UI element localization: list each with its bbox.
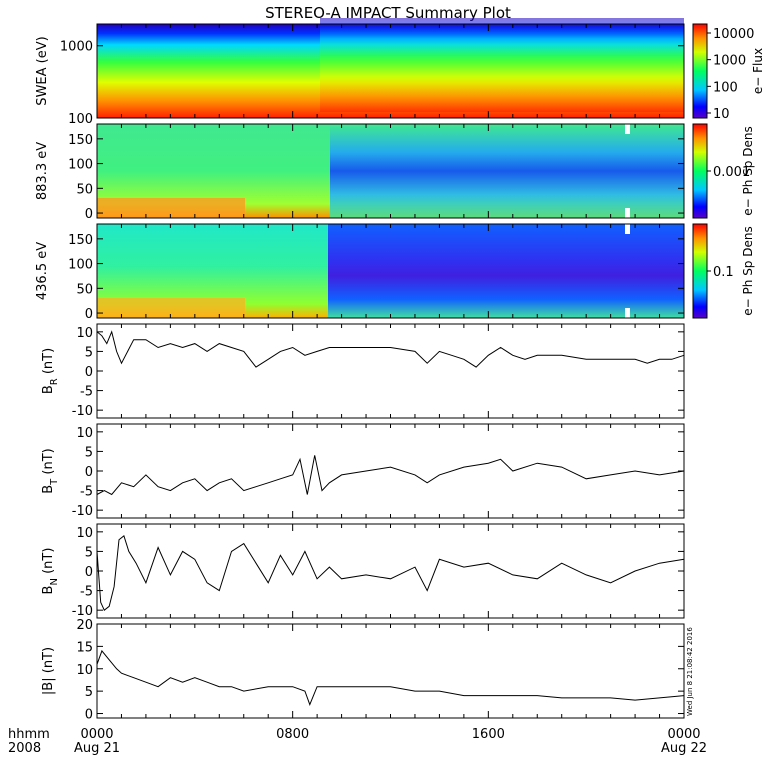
panel-frame [96,623,685,719]
pad436-colorbar-ticks: 0.1 [707,265,734,280]
swea-colorbar-label: e− Flux [751,48,765,94]
ytick-label: 0 [85,465,93,480]
line-panel-ylabel: |B| (nT) [41,647,56,695]
ylabel-main: B [41,485,56,494]
ylabel-main: B [41,385,56,394]
ytick-label: 50 [76,182,93,197]
ytick-label: 0 [85,365,93,380]
colorbar-tick-label: 10 [713,107,730,122]
ytick-label: 1000 [60,40,93,55]
colorbar-tick-label: 0.001 [713,165,750,180]
line-panel-5: 10 5 0 -5 -10 BN (nT) [41,523,685,619]
swea-ylabel: SWEA (eV) [35,36,50,105]
ytick-label: 10 [76,526,93,541]
line-panel-ylabel: BN (nT) [41,548,60,595]
line-panel-ylabel: BR (nT) [41,348,60,394]
series-line [96,455,685,496]
ytick-label: -5 [80,385,93,400]
panel-frame [96,523,685,619]
series-line [96,534,685,611]
ylabel-main: |B| [41,677,56,695]
ytick-label: 0 [85,307,93,322]
timestamp: Wed Jun 8 21:08:42 2016 [686,627,694,716]
line-panel-ylabel: BT (nT) [41,448,60,494]
colorbar-tick-label: 100 [713,80,738,95]
ylabel-subscript: T [49,478,60,486]
series-line [96,649,685,706]
ytick-label: -5 [80,585,93,600]
ylabel-unit: (nT) [41,647,56,677]
xtick-time-label: 0800 [276,727,309,742]
xtick-time-label: 1600 [472,727,505,742]
colorbar-tick-label: 10000 [713,27,754,42]
pad436-colorbar [692,223,708,319]
ylabel-main: B [41,586,56,595]
series-line [96,330,685,368]
xtick-date-label: Aug 22 [661,741,707,756]
pad883-panel: 150 100 50 0 883.3 eV 0.001 e− Ph Sp Dens [35,123,755,222]
ytick-label: 0 [85,565,93,580]
ytick-label: 100 [68,112,93,127]
pad436-ylabel: 436.5 eV [35,242,50,300]
ytick-label: 20 [76,618,93,633]
ytick-label: 150 [68,133,93,148]
row-label-year: 2008 [8,741,41,756]
xtick-time-label: 0000 [80,727,113,742]
panel-frame [96,423,685,519]
panel-frame [96,323,685,419]
xtick-date-label: Aug 21 [74,741,120,756]
ylabel-subscript: R [49,378,60,385]
ytick-label: -10 [72,504,93,519]
ytick-label: 5 [85,445,93,460]
pad883-colorbar-label: e− Ph Sp Dens [741,126,755,215]
colorbar-tick-label: 0.1 [713,265,734,280]
line-panel-4: 10 5 0 -5 -10 BT (nT) [41,423,685,519]
pad436-yticks: 150 100 50 0 [68,233,684,322]
ytick-label: 5 [85,685,93,700]
ylabel-unit: (nT) [41,348,56,378]
swea-panel: 1000 100 SWEA (eV) 10000 1000 100 10 e− Flux [35,18,765,127]
ytick-label: -5 [80,485,93,500]
ytick-label: 100 [68,258,93,273]
swea-colorbar-ticks: 10000 1000 100 10 [707,27,754,122]
ytick-label: 50 [76,282,93,297]
ytick-label: 10 [76,426,93,441]
ytick-label: 10 [76,663,93,678]
line-panel-3: 10 5 0 -5 -10 BR (nT) [41,323,685,419]
ytick-label: -10 [72,404,93,419]
pad436-blue-region [328,224,684,318]
pad436-low-region [97,298,245,318]
pad883-blue-region [330,124,684,218]
ylabel-unit: (nT) [41,448,56,478]
pad436-colorbar-label: e− Ph Sp Dens [741,226,755,315]
pad436-panel: 150 100 50 0 436.5 eV 0.1 e− Ph Sp Dens [35,223,755,322]
colorbar-tick-label: 1000 [713,54,746,69]
ytick-label: 5 [85,545,93,560]
swea-colorbar [692,23,708,119]
ylabel-unit: (nT) [41,548,56,578]
ytick-label: 15 [76,640,93,655]
pad883-colorbar-ticks: 0.001 [707,165,750,180]
ytick-label: -10 [72,604,93,619]
swea-spectrogram-shift [320,18,684,112]
ytick-label: 100 [68,158,93,173]
swea-yticks: 1000 100 [60,40,684,127]
plot-title: STEREO-A IMPACT Summary Plot [265,4,511,22]
pad883-low-region [97,198,245,218]
ytick-label: 0 [85,708,93,723]
pad883-yticks: 150 100 50 0 [68,133,684,222]
line-panel-6: 20 15 10 5 0 |B| (nT) [41,618,685,723]
ytick-label: 0 [85,207,93,222]
row-label-time: hhmm [8,727,50,742]
ytick-label: 5 [85,345,93,360]
xtick-time-label: 0000 [667,727,700,742]
ytick-label: 150 [68,233,93,248]
pad883-colorbar [692,123,708,219]
ytick-label: 10 [76,326,93,341]
pad883-ylabel: 883.3 eV [35,142,50,200]
ylabel-subscript: N [49,578,60,585]
